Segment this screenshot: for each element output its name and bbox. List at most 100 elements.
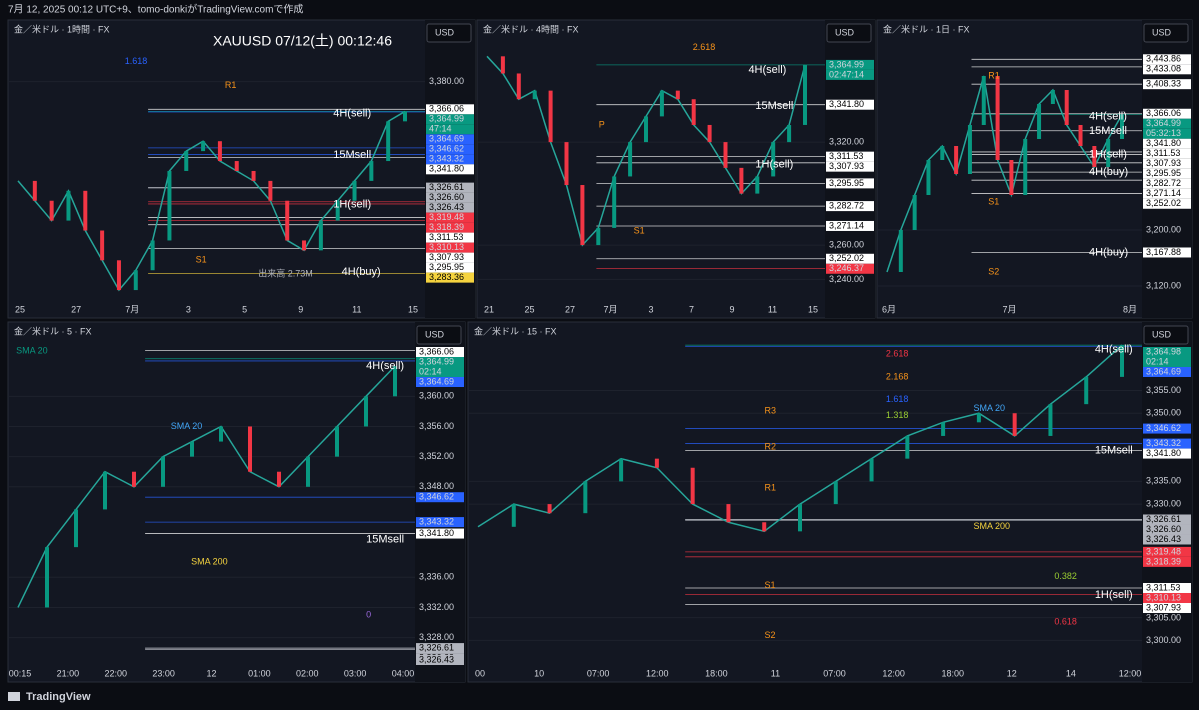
price-tag	[826, 69, 874, 80]
price-label: 3,200.00	[1146, 224, 1181, 234]
price-label: 3,295.95	[829, 178, 864, 188]
candle	[675, 90, 680, 100]
candle	[201, 141, 206, 152]
annotation: SMA 20	[16, 345, 48, 355]
price-label: 3,364.98	[1146, 346, 1181, 356]
candle	[628, 142, 633, 177]
price-tag	[1143, 128, 1191, 139]
candle	[393, 366, 397, 397]
price-tag	[426, 222, 474, 233]
time-label: 5	[242, 304, 247, 314]
price-label: 3,167.88	[1146, 247, 1181, 257]
annotation: 4H(sell)	[1089, 111, 1127, 123]
candle	[798, 504, 802, 532]
annotation: S1	[196, 255, 207, 265]
annotation: SMA 20	[171, 421, 203, 431]
time-label: 00	[475, 668, 485, 678]
header-text: 7月 12, 2025 00:12 UTC+9、tomo-donkiがTradi…	[8, 3, 303, 16]
candle	[739, 167, 744, 194]
price-label: 3,246.37	[829, 263, 864, 273]
price-label: 3,307.93	[1146, 158, 1181, 168]
candle	[967, 125, 972, 174]
currency: USD	[1152, 329, 1172, 339]
time-label: 7月	[1002, 304, 1016, 314]
price-line	[17, 110, 406, 292]
candle	[268, 180, 273, 201]
price-tag	[1143, 556, 1191, 567]
price-label: 3,320.00	[829, 136, 864, 146]
price-label: 3,341.80	[829, 99, 864, 109]
candle	[547, 504, 552, 514]
price-tag	[426, 164, 474, 175]
candle	[1050, 90, 1055, 104]
price-label: 3,300.00	[1146, 635, 1181, 645]
price-tag	[426, 182, 474, 193]
price-label: 47:14	[429, 124, 452, 134]
price-tag	[1143, 198, 1191, 209]
price-tag	[416, 643, 464, 654]
time-label: 03:00	[344, 668, 367, 678]
currency: USD	[435, 27, 455, 37]
candle	[352, 180, 357, 201]
price-tag	[1143, 188, 1191, 199]
price-label: 3,364.69	[1146, 366, 1181, 376]
candle	[1023, 139, 1028, 195]
candle	[940, 146, 945, 160]
annotation: 4H(buy)	[1089, 166, 1128, 178]
panel-title: 金／米ドル · 4時間 · FX	[483, 23, 579, 34]
annotation: 15Msell	[1095, 444, 1133, 456]
annotation: R1	[225, 80, 237, 90]
candle	[1048, 404, 1053, 436]
candle	[644, 116, 648, 143]
annotation: 15Msell	[755, 100, 793, 112]
price-label: 3,311.53	[829, 151, 863, 161]
price-label: 3,366.06	[429, 104, 464, 114]
price-label: 3,252.02	[1146, 198, 1181, 208]
price-tag	[826, 263, 874, 274]
candle	[190, 441, 194, 457]
time-label: 01:00	[248, 668, 271, 678]
candle	[150, 240, 155, 271]
price-label: 3,341.80	[1146, 448, 1181, 458]
candle	[1120, 345, 1124, 377]
time-label: 10	[534, 668, 544, 678]
annotation: 2.618	[886, 349, 909, 359]
candle	[1078, 125, 1083, 146]
price-tag	[1143, 108, 1191, 119]
candle	[869, 458, 874, 482]
currency-box	[826, 23, 872, 43]
price-label: 3,120.00	[1146, 280, 1181, 290]
time-label: 12	[1007, 668, 1017, 678]
price-tag	[426, 212, 474, 223]
candle	[335, 200, 340, 221]
price-label: 3,271.14	[1146, 188, 1181, 198]
annotation: SMA 200	[974, 521, 1011, 531]
time-label: 18:00	[941, 668, 964, 678]
price-tag	[1143, 582, 1191, 593]
price-tag	[426, 262, 474, 273]
candle	[787, 124, 792, 143]
price-line	[17, 365, 396, 608]
time-label: 6月	[882, 304, 896, 314]
panel	[467, 321, 1193, 683]
time-label: 22:00	[104, 668, 127, 678]
annotation: 1H(sell)	[1095, 589, 1133, 601]
candle	[580, 185, 585, 246]
annotation: 15Msell	[333, 149, 371, 161]
candle	[248, 426, 252, 472]
candle	[184, 151, 189, 171]
candle	[612, 176, 617, 228]
price-label: 3,341.80	[1146, 138, 1181, 148]
price-label: 3,336.00	[419, 572, 454, 582]
price-tag	[1143, 79, 1191, 90]
candle	[516, 73, 521, 100]
currency: USD	[1152, 27, 1172, 37]
price-label: 3,364.99	[829, 59, 864, 69]
price-label: 3,364.99	[429, 114, 464, 124]
time-label: 8月	[1123, 304, 1137, 314]
candle	[49, 200, 54, 221]
price-tag	[1143, 138, 1191, 149]
time-label: 12	[206, 668, 216, 678]
candle	[1012, 413, 1017, 436]
